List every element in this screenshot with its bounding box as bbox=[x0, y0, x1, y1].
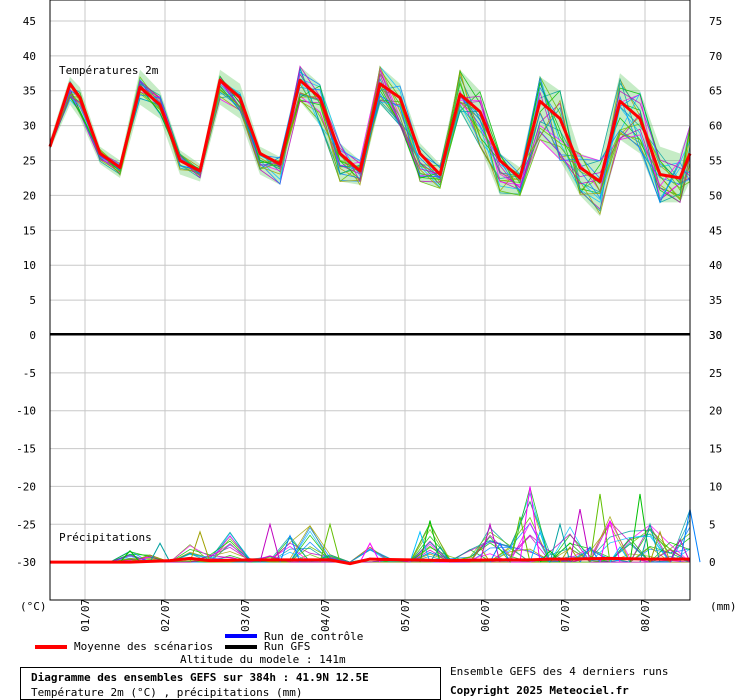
precip-right-tick-label: 25 bbox=[709, 367, 722, 380]
precip-left-tick-label: -10 bbox=[16, 405, 36, 418]
x-tick-label: 06/07 bbox=[479, 599, 492, 632]
precip-peak bbox=[279, 534, 301, 563]
precip-left-tick-label: -20 bbox=[16, 480, 36, 493]
footer-box: Diagramme des ensembles GEFS sur 384h : … bbox=[20, 667, 441, 700]
x-tick-label: 04/07 bbox=[319, 599, 332, 632]
precip-peak bbox=[569, 509, 591, 563]
temp-left-tick-label: 30 bbox=[23, 120, 36, 133]
temp-left-tick-label: 0 bbox=[29, 329, 36, 342]
x-tick-label: 05/07 bbox=[399, 599, 412, 632]
precip-peak bbox=[259, 522, 281, 563]
precip-right-tick-label: 10 bbox=[709, 480, 722, 493]
precip-right-tick-label: 5 bbox=[709, 518, 716, 531]
altitude-label: Altitude du modele : 141m bbox=[180, 653, 346, 666]
temp-left-tick-label: 10 bbox=[23, 259, 36, 272]
precip-peak bbox=[469, 546, 491, 563]
temp-left-tick-label: 40 bbox=[23, 50, 36, 63]
precip-right-tick-label: 30 bbox=[709, 329, 722, 342]
temp-panel-title: Températures 2m bbox=[59, 64, 159, 77]
precip-peak bbox=[359, 542, 381, 563]
temp-right-tick-label: 55 bbox=[709, 155, 722, 168]
precip-peak bbox=[559, 546, 581, 563]
ensemble-note: Ensemble GEFS des 4 derniers runs bbox=[450, 665, 669, 678]
precip-peak bbox=[409, 530, 431, 563]
mean-legend-label: Moyenne des scénarios bbox=[74, 640, 214, 653]
ensemble-members bbox=[49, 65, 701, 564]
x-tick-label: 08/07 bbox=[639, 599, 652, 632]
footer-title: Diagramme des ensembles GEFS sur 384h : … bbox=[31, 671, 369, 684]
temp-right-tick-label: 30 bbox=[709, 329, 722, 342]
x-tick-label: 02/07 bbox=[159, 599, 172, 632]
right-unit-label: (mm) bbox=[710, 600, 737, 613]
temp-right-tick-label: 35 bbox=[709, 294, 722, 307]
temp-ensemble-member bbox=[49, 68, 691, 201]
temp-right-tick-label: 70 bbox=[709, 50, 722, 63]
temp-right-tick-label: 60 bbox=[709, 120, 722, 133]
precip-panel-title: Précipitations bbox=[59, 531, 152, 544]
precip-peak bbox=[669, 538, 691, 563]
temp-left-tick-label: 25 bbox=[23, 155, 36, 168]
temp-right-tick-label: 40 bbox=[709, 259, 722, 272]
left-unit-label: (°C) bbox=[20, 600, 47, 613]
temp-left-tick-label: 5 bbox=[29, 294, 36, 307]
plot-frames bbox=[49, 0, 691, 601]
temp-right-tick-label: 45 bbox=[709, 224, 722, 237]
precip-peak bbox=[429, 546, 451, 563]
precip-peak bbox=[529, 530, 551, 563]
precip-left-tick-label: -5 bbox=[23, 367, 36, 380]
precip-peak bbox=[189, 530, 211, 563]
temp-right-tick-label: 65 bbox=[709, 85, 722, 98]
temp-left-tick-label: 35 bbox=[23, 85, 36, 98]
precip-peak bbox=[629, 493, 651, 563]
precip-peak bbox=[119, 550, 141, 563]
temp-left-tick-label: 20 bbox=[23, 189, 36, 202]
copyright: Copyright 2025 Meteociel.fr bbox=[450, 684, 629, 697]
precip-left-tick-label: -15 bbox=[16, 443, 36, 456]
precip-peak bbox=[489, 542, 511, 563]
precip-peak bbox=[509, 516, 531, 563]
precip-right-tick-label: 20 bbox=[709, 405, 722, 418]
precip-peak bbox=[319, 522, 341, 563]
footer-subtitle: Température 2m (°C) , précipitations (mm… bbox=[31, 686, 303, 699]
precip-peak bbox=[549, 522, 571, 563]
x-tick-label: 01/07 bbox=[79, 599, 92, 632]
temp-mean-line bbox=[48, 78, 692, 183]
precip-right-tick-label: 15 bbox=[709, 443, 722, 456]
x-tick-label: 03/07 bbox=[239, 599, 252, 632]
precip-mean-line bbox=[50, 556, 690, 566]
control-legend-label: Run de contrôle bbox=[264, 630, 364, 643]
precip-peak bbox=[579, 546, 601, 563]
precip-peak bbox=[589, 493, 611, 563]
precip-left-tick-label: -30 bbox=[16, 556, 36, 569]
temp-left-tick-label: 45 bbox=[23, 15, 36, 28]
mean-lines bbox=[48, 78, 692, 566]
precip-peak bbox=[419, 520, 441, 563]
mean-legend-swatch bbox=[35, 645, 67, 649]
precip-left-tick-label: -25 bbox=[16, 518, 36, 531]
precip-right-tick-label: 0 bbox=[709, 556, 716, 569]
precip-peak bbox=[599, 520, 621, 563]
precip-peak bbox=[519, 486, 541, 563]
precip-peak bbox=[149, 542, 171, 563]
gfs-legend-swatch bbox=[225, 645, 257, 649]
gfs-legend-label: Run GFS bbox=[264, 640, 311, 653]
precip-peak bbox=[639, 522, 661, 563]
control-legend-swatch bbox=[225, 634, 257, 638]
precip-peak bbox=[649, 530, 671, 563]
temp-left-tick-label: 15 bbox=[23, 224, 36, 237]
temp-right-tick-label: 50 bbox=[709, 189, 722, 202]
temp-right-tick-label: 75 bbox=[709, 15, 722, 28]
x-tick-label: 07/07 bbox=[559, 599, 572, 632]
